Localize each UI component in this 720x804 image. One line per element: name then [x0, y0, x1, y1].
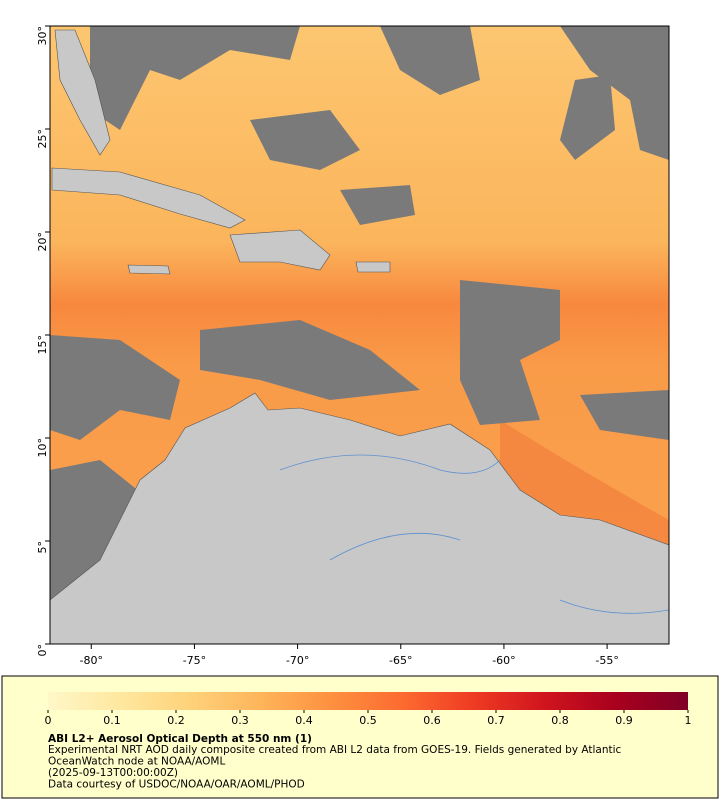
colorbar-tick-label: 0.4 — [295, 714, 313, 727]
caption-line: Data courtesy of USDOC/NOAA/OAR/AOML/PHO… — [48, 779, 305, 791]
y-tick-label: 5° — [36, 541, 49, 554]
x-tick-label: -70° — [286, 654, 309, 667]
y-tick-label: 10° — [36, 438, 49, 458]
colorbar-tick-label: 0.1 — [103, 714, 121, 727]
land — [50, 29, 669, 644]
x-tick-label: -60° — [492, 654, 515, 667]
colorbar-tick-label: 0 — [45, 714, 52, 727]
rivers — [279, 454, 669, 614]
caption-title: ABI L2+ Aerosol Optical Depth at 550 nm … — [48, 733, 312, 745]
colorbar-tick-label: 0.3 — [231, 714, 249, 727]
y-tick-label: 20° — [36, 232, 49, 252]
colorbar-tick-label: 0.6 — [423, 714, 441, 727]
map-field — [50, 26, 669, 644]
y-tick-label: 25° — [36, 129, 49, 149]
colorbar-tick-label: 0.8 — [551, 714, 569, 727]
colorbar-tick-label: 0.9 — [615, 714, 633, 727]
y-tick-label: 0° — [36, 644, 49, 657]
caption-line: OceanWatch node at NOAA/AOML — [48, 756, 225, 768]
caption-line: Experimental NRT AOD daily composite cre… — [48, 744, 622, 756]
colorbar-tick-label: 0.7 — [487, 714, 505, 727]
x-tick-label: -75° — [183, 654, 206, 667]
colorbar-tick-label: 0.2 — [167, 714, 185, 727]
colorbar — [48, 692, 688, 710]
x-tick-label: -65° — [389, 654, 412, 667]
y-tick-label: 15° — [36, 335, 49, 355]
y-tick-label: 30° — [36, 26, 49, 46]
colorbar-tick-label: 1 — [685, 714, 692, 727]
caption-line: (2025-09-13T00:00:00Z) — [48, 767, 178, 779]
colorbar-tick-label: 0.5 — [359, 714, 377, 727]
x-tick-label: -55° — [595, 654, 618, 667]
x-tick-label: -80° — [80, 654, 103, 667]
